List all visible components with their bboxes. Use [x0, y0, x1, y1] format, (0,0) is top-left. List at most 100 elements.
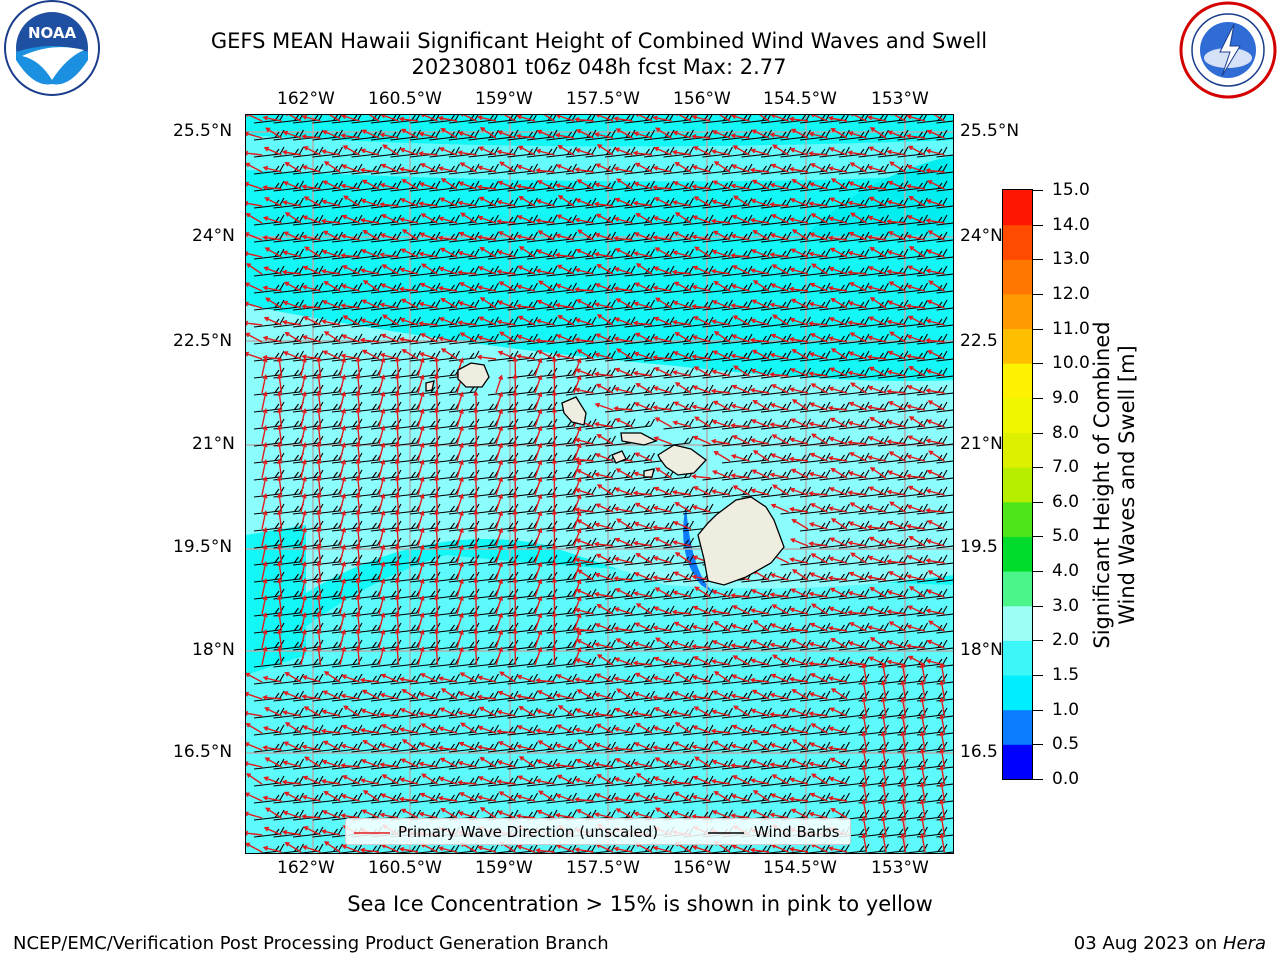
colorbar-bin [1003, 744, 1032, 779]
wave-direction-arrow [554, 302, 575, 309]
wave-direction-arrow [534, 408, 543, 428]
wave-direction-arrow [791, 399, 809, 411]
wave-direction-arrow [394, 628, 400, 649]
wave-direction-arrow [905, 473, 926, 479]
wave-direction-arrow [554, 812, 575, 819]
wave-direction-arrow [925, 488, 945, 496]
wave-direction-arrow [379, 302, 399, 309]
wave-direction-arrow [341, 164, 360, 173]
wave-direction-arrow [808, 661, 828, 667]
wave-direction-arrow [847, 440, 867, 446]
colorbar-tick [1033, 432, 1043, 434]
wave-direction-arrow [906, 385, 926, 394]
wave-direction-arrow [555, 283, 575, 292]
wind-barb [877, 809, 909, 821]
wave-direction-arrow [321, 199, 341, 207]
wave-direction-arrow [867, 285, 887, 292]
wave-direction-arrow [830, 178, 848, 190]
wave-direction-arrow [848, 231, 867, 241]
wind-barb [604, 571, 636, 583]
wave-direction-arrow [261, 509, 268, 530]
wave-direction-arrow [399, 198, 419, 207]
wave-direction-arrow [355, 611, 361, 632]
wave-direction-arrow [320, 778, 341, 785]
wind-barb [936, 154, 953, 158]
wave-direction-arrow [417, 476, 425, 496]
colorbar-bin [1003, 190, 1032, 226]
wave-direction-arrow [551, 475, 557, 496]
wave-direction-arrow [360, 198, 380, 207]
wave-direction-arrow [594, 793, 614, 802]
wave-direction-arrow [574, 797, 594, 803]
wave-direction-arrow [575, 248, 594, 258]
wave-direction-arrow [750, 658, 770, 666]
wind-barb [877, 775, 909, 787]
wave-direction-arrow [674, 501, 692, 513]
wave-direction-arrow [691, 115, 711, 122]
wave-direction-arrow [613, 796, 633, 802]
wind-barb [253, 571, 285, 583]
wave-direction-arrow [495, 476, 503, 496]
wave-direction-arrow [355, 594, 361, 615]
wind-barb [838, 265, 870, 277]
wave-direction-arrow [653, 146, 672, 156]
wave-direction-arrow [473, 475, 479, 496]
wave-direction-arrow [828, 726, 848, 734]
wind-barb [936, 732, 953, 736]
wave-direction-arrow [515, 133, 536, 139]
wind-barb [936, 766, 953, 770]
wave-direction-arrow [379, 252, 399, 258]
wave-direction-arrow [788, 626, 809, 632]
wave-direction-arrow [730, 473, 750, 479]
wave-direction-arrow [789, 437, 809, 445]
wind-barb [526, 435, 558, 447]
wind-barb [370, 656, 402, 668]
wave-direction-arrow [340, 115, 360, 122]
wind-barb [838, 605, 870, 617]
wave-direction-arrow [808, 761, 828, 768]
wave-direction-arrow [456, 646, 464, 666]
wave-direction-arrow [732, 315, 750, 326]
wave-direction-arrow [633, 521, 653, 530]
legend-barb-label: Wind Barbs [754, 823, 840, 841]
wave-direction-arrow [340, 303, 360, 309]
wave-direction-arrow [632, 540, 653, 547]
wave-direction-arrow [811, 115, 828, 122]
wave-direction-arrow [538, 790, 555, 802]
wave-direction-arrow [478, 316, 497, 326]
wave-direction-arrow [473, 458, 479, 479]
wind-barb [253, 639, 285, 651]
wave-direction-arrow [339, 578, 347, 598]
wind-barb [624, 418, 655, 430]
wave-direction-arrow [869, 297, 887, 309]
wave-direction-arrow [730, 423, 750, 429]
wave-direction-arrow [398, 286, 419, 292]
wave-direction-arrow [382, 144, 399, 156]
wave-direction-arrow [828, 556, 848, 564]
colorbar-tick [1033, 640, 1043, 642]
wave-direction-arrow [439, 197, 458, 207]
wave-direction-arrow [277, 628, 283, 649]
wave-direction-arrow [434, 492, 440, 513]
wave-direction-arrow [574, 267, 594, 275]
wave-direction-arrow [674, 212, 692, 224]
wave-direction-arrow [381, 774, 399, 785]
wave-direction-arrow [731, 334, 750, 343]
wave-direction-arrow [379, 762, 399, 768]
wave-direction-arrow [456, 612, 464, 632]
wave-direction-arrow [379, 352, 399, 360]
wave-direction-arrow [939, 832, 946, 853]
wave-direction-arrow [769, 132, 789, 139]
wave-direction-arrow [378, 544, 386, 564]
wave-direction-arrow [574, 437, 594, 445]
wave-direction-arrow [596, 484, 614, 496]
wave-direction-arrow [672, 370, 692, 377]
wave-direction-arrow [632, 660, 653, 666]
wave-direction-arrow [361, 179, 380, 190]
wave-direction-arrow [861, 781, 868, 802]
wave-direction-arrow [261, 628, 268, 649]
wave-direction-arrow [907, 605, 926, 615]
wave-direction-arrow [534, 527, 543, 547]
wave-direction-arrow [300, 459, 307, 479]
wave-direction-arrow [788, 336, 809, 343]
